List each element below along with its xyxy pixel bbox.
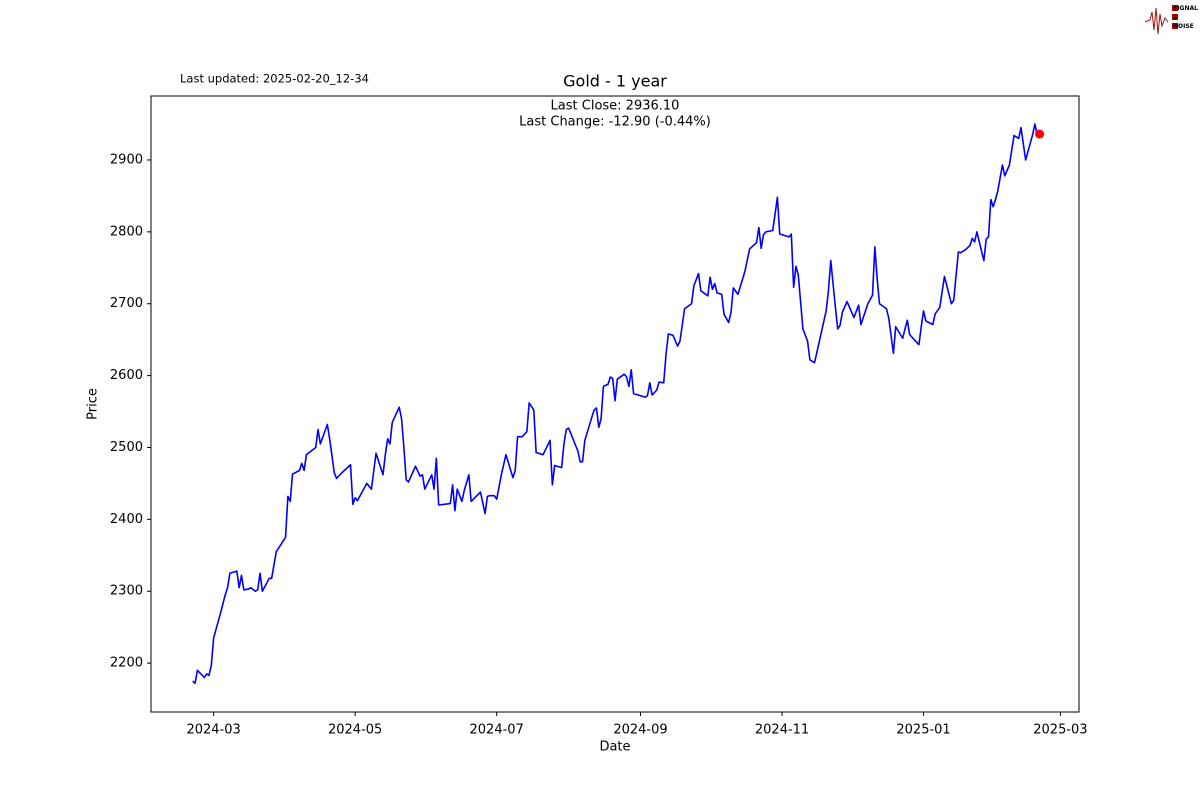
logo-box — [1172, 5, 1178, 11]
x-tick-label: 2024-05 — [328, 723, 382, 738]
x-tick-label: 2025-03 — [1033, 723, 1087, 738]
y-tick-label: 2800 — [110, 224, 143, 239]
x-tick-label: 2024-03 — [186, 723, 240, 738]
y-tick-label: 2600 — [110, 368, 143, 383]
last-close-marker — [1035, 129, 1045, 139]
y-tick-label: 2500 — [110, 440, 143, 455]
x-axis-label: Date — [599, 740, 630, 755]
logo: SIGNAL 2 NOISE — [1144, 5, 1198, 35]
x-tick-label: 2025-01 — [896, 723, 950, 738]
y-tick-label: 2200 — [110, 656, 143, 671]
chart-title: Gold - 1 year — [563, 72, 667, 91]
logo-box — [1172, 23, 1178, 29]
y-tick-label: 2400 — [110, 512, 143, 527]
x-tick-label: 2024-11 — [755, 723, 809, 738]
logo-wave — [1144, 7, 1169, 35]
y-tick-label: 2900 — [110, 152, 143, 167]
logo-text: NOISE — [1173, 23, 1194, 30]
annotation: Last Close: 2936.10 — [551, 99, 680, 114]
logo-box — [1172, 14, 1178, 20]
y-tick-label: 2700 — [110, 296, 143, 311]
annotation: Last Change: -12.90 (-0.44%) — [519, 115, 711, 130]
price-line — [192, 123, 1040, 685]
last-updated: Last updated: 2025-02-20_12-34 — [180, 72, 369, 86]
logo-text: SIGNAL — [1173, 5, 1198, 12]
x-tick-label: 2024-09 — [613, 723, 667, 738]
y-axis-label: Price — [86, 388, 101, 420]
logo-text: 2 — [1173, 14, 1177, 21]
y-tick-label: 2300 — [110, 584, 143, 599]
plot-frame — [150, 95, 1080, 713]
x-tick-label: 2024-07 — [470, 723, 524, 738]
